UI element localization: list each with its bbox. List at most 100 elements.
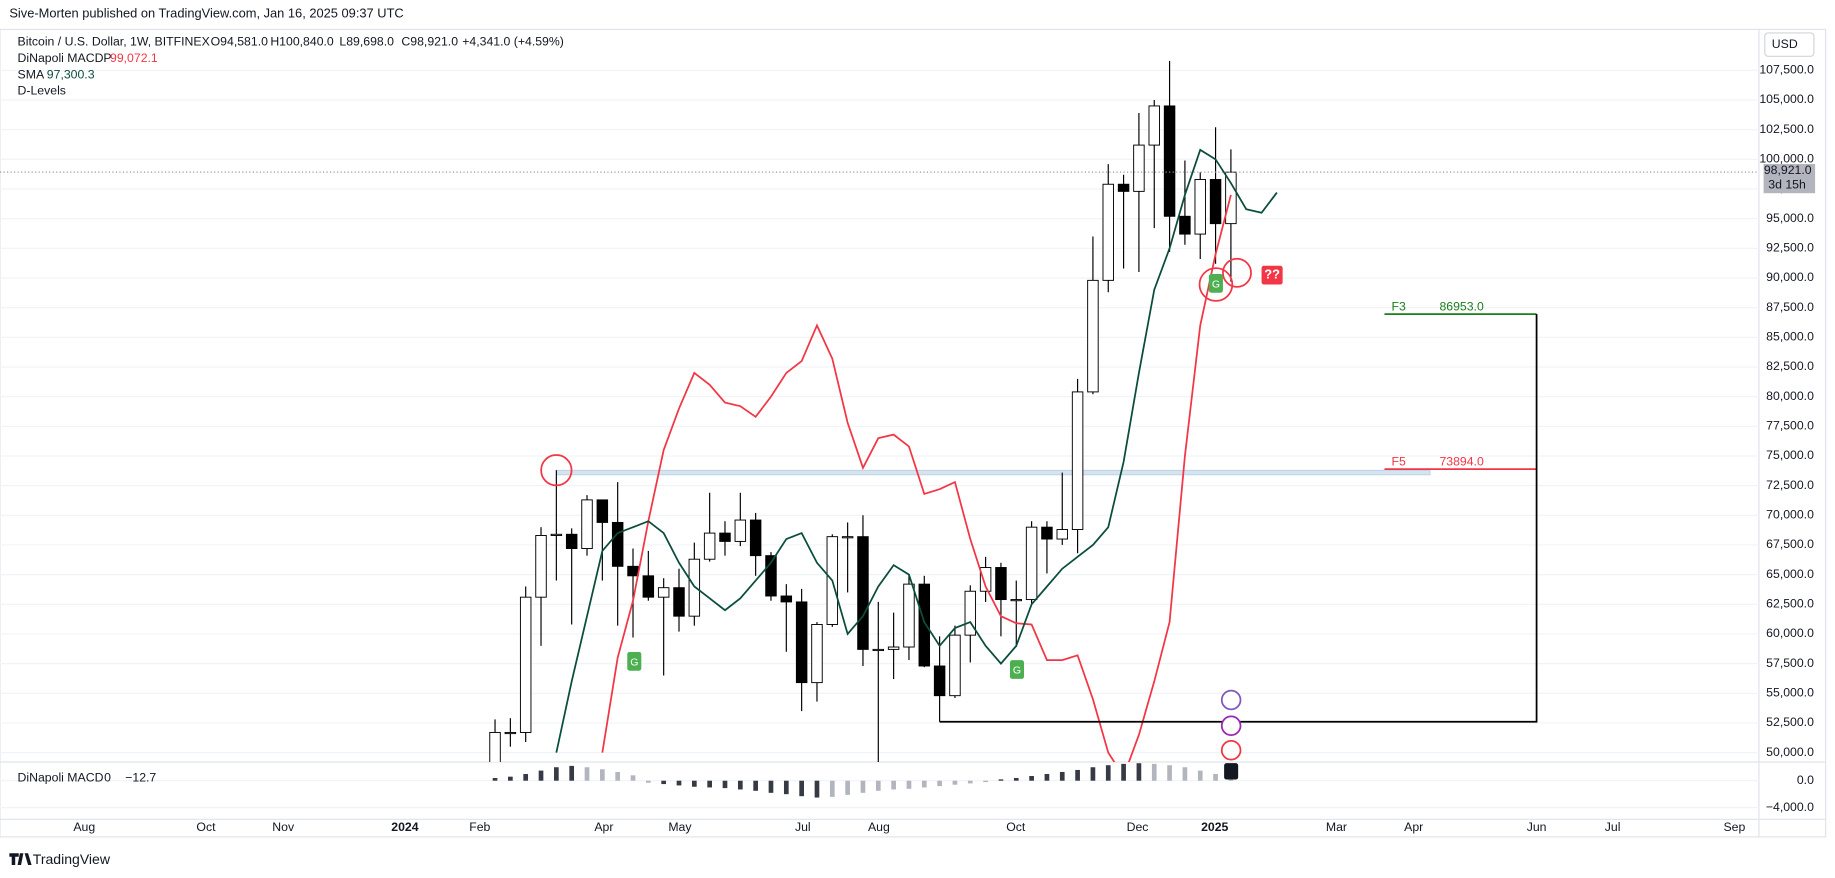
highlight-circle xyxy=(540,454,573,487)
candle-body xyxy=(734,519,747,542)
y-tick-label: 102,500.0 xyxy=(1759,122,1814,136)
candle-body xyxy=(964,590,977,636)
candle-body xyxy=(857,536,869,650)
macd-bar xyxy=(921,780,927,788)
candle-body xyxy=(535,535,547,598)
macd-bar xyxy=(737,780,743,790)
macd-bar xyxy=(538,770,544,781)
level-name: F5 xyxy=(1391,454,1405,468)
candle-body xyxy=(703,532,716,560)
macd-bar xyxy=(615,771,621,781)
event-icon xyxy=(1224,763,1239,780)
candle-body xyxy=(596,499,609,523)
candle-body xyxy=(1102,183,1114,281)
indicator-name: DiNapoli MACDP xyxy=(18,51,112,65)
y-tick-label: 75,000.0 xyxy=(1766,448,1814,462)
x-tick-label: Oct xyxy=(1006,820,1026,834)
macd-bar xyxy=(1136,763,1142,781)
macd-bar xyxy=(569,765,575,781)
macd-bar xyxy=(1044,773,1050,781)
x-tick-label: 2024 xyxy=(391,820,418,834)
event-icon xyxy=(1220,740,1242,761)
macd-bar xyxy=(845,780,850,795)
x-tick-label: Dec xyxy=(1127,820,1149,834)
x-tick-label: Aug xyxy=(868,820,890,834)
candle-body xyxy=(995,567,1007,601)
grid xyxy=(0,69,1759,809)
x-tick-label: Jun xyxy=(1527,820,1547,834)
macd-bar xyxy=(1059,771,1065,781)
logo xyxy=(9,853,32,865)
macd-bar xyxy=(1182,767,1188,781)
y-tick-label: 62,500.0 xyxy=(1766,597,1814,611)
candle-body xyxy=(1025,526,1038,601)
ohlc: H100,840.0 xyxy=(270,35,334,49)
macd-bar xyxy=(814,780,820,798)
question-text: ?? xyxy=(1264,267,1280,282)
event-icon xyxy=(1220,715,1242,736)
indicator-line xyxy=(555,148,1278,753)
macd-bar xyxy=(661,780,667,785)
candle-body xyxy=(979,567,992,592)
macd-bar xyxy=(906,780,912,789)
main-pane xyxy=(0,60,1759,762)
level-value: 86953.0 xyxy=(1439,299,1484,313)
currency-box[interactable] xyxy=(1764,32,1815,57)
y-tick-label: 50,000.0 xyxy=(1766,745,1814,759)
ohlc: L89,698.0 xyxy=(339,35,394,49)
macd-bar xyxy=(1167,765,1172,781)
macd-bar xyxy=(722,780,728,789)
macd-bar xyxy=(1213,773,1218,781)
candle-body xyxy=(489,731,501,762)
y-tick-label: 92,500.0 xyxy=(1766,241,1814,255)
indicator-value: 97,300.3 xyxy=(47,67,95,81)
x-tick-label: Apr xyxy=(594,820,613,834)
macd-bar xyxy=(952,780,958,785)
candle-body xyxy=(1148,105,1160,146)
y-tick-label: 105,000.0 xyxy=(1759,92,1814,106)
macd-bar xyxy=(1075,769,1080,781)
macd-bar xyxy=(1197,770,1203,781)
candle-body xyxy=(719,532,731,542)
macd-bar xyxy=(1151,763,1157,781)
x-tick-label: Apr xyxy=(1404,820,1423,834)
frame xyxy=(0,28,1827,838)
y-tick-label: 67,500.0 xyxy=(1766,537,1814,551)
macd-bar xyxy=(937,780,942,787)
x-tick-label: Jul xyxy=(795,820,811,834)
candle-body xyxy=(565,533,578,549)
y2-tick-label: −4,000.0 xyxy=(1766,800,1814,814)
macd-bar xyxy=(829,780,835,797)
candle-body xyxy=(903,583,915,648)
x-tick-label: Sep xyxy=(1723,820,1745,834)
candle-body xyxy=(642,575,655,598)
x-tick-label: Mar xyxy=(1326,820,1347,834)
candle-body xyxy=(673,587,685,617)
candle-body xyxy=(887,646,900,650)
candle-body xyxy=(1209,179,1222,225)
x-tick-label: Feb xyxy=(469,820,490,834)
x-tick-label: Oct xyxy=(196,820,216,834)
macd-bar xyxy=(998,779,1004,781)
macd-bar xyxy=(676,780,682,786)
last-price-label: 98,921.0 xyxy=(1764,163,1812,177)
candle-body xyxy=(1163,105,1176,217)
x-tick-label: 2025 xyxy=(1201,820,1228,834)
candle-body xyxy=(657,587,670,598)
candle-body xyxy=(1117,183,1130,192)
macd-bar xyxy=(600,769,605,781)
candle-body xyxy=(795,601,808,684)
y-tick-label: 60,000.0 xyxy=(1766,626,1814,640)
macd-bar xyxy=(753,780,758,791)
candle-body xyxy=(1071,391,1084,531)
event-icon xyxy=(1220,689,1242,711)
signal-text: G xyxy=(1212,278,1220,290)
highlight-circle xyxy=(1198,267,1234,302)
y-tick-label: 90,000.0 xyxy=(1766,270,1814,284)
ohlc: C98,921.0 xyxy=(401,35,458,49)
signal-badge xyxy=(1208,273,1223,293)
macd-bar xyxy=(691,780,697,787)
macd-bar xyxy=(554,767,559,781)
macd-bar xyxy=(707,780,712,788)
